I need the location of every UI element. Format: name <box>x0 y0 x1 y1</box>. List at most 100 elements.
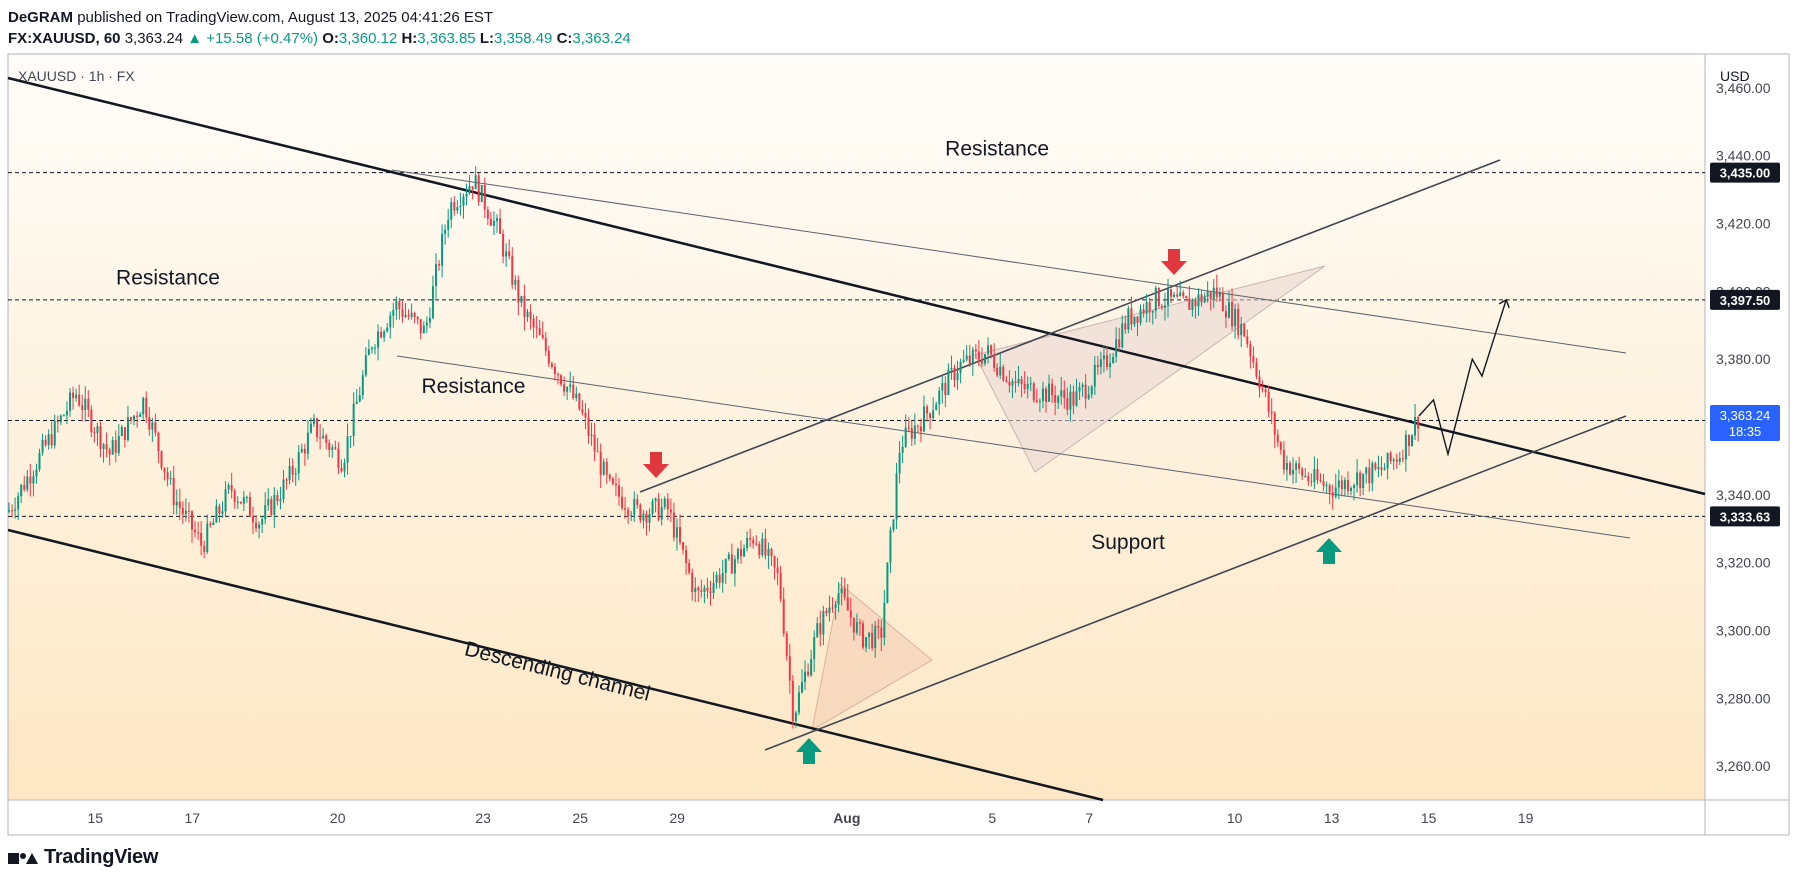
candle-body[interactable] <box>126 417 129 440</box>
candle-body[interactable] <box>1072 391 1075 406</box>
candlesticks[interactable] <box>8 166 1420 729</box>
candle-body[interactable] <box>499 218 502 234</box>
candle-body[interactable] <box>258 524 261 529</box>
candle-body[interactable] <box>169 477 172 480</box>
candle-body[interactable] <box>669 509 672 513</box>
candle-body[interactable] <box>1182 292 1185 297</box>
candle-body[interactable] <box>111 440 114 455</box>
candle-body[interactable] <box>1212 287 1215 300</box>
channel-upper-line[interactable] <box>7 76 1706 496</box>
candle-body[interactable] <box>1240 323 1243 336</box>
candle-body[interactable] <box>1234 308 1237 327</box>
candle-body[interactable] <box>1356 472 1359 486</box>
candle-body[interactable] <box>560 375 563 385</box>
candle-body[interactable] <box>819 623 822 635</box>
candle-body[interactable] <box>916 425 919 427</box>
candle-body[interactable] <box>1264 389 1267 393</box>
candle-body[interactable] <box>828 607 831 614</box>
candle-body[interactable] <box>1011 381 1014 386</box>
candle-body[interactable] <box>987 345 990 354</box>
candle-body[interactable] <box>105 444 108 450</box>
candle-body[interactable] <box>810 659 813 676</box>
candle-body[interactable] <box>130 417 132 421</box>
candle-body[interactable] <box>139 414 142 417</box>
candle-body[interactable] <box>1261 388 1264 390</box>
candle-body[interactable] <box>541 334 544 338</box>
candle-body[interactable] <box>511 256 514 285</box>
candle-body[interactable] <box>477 175 480 202</box>
candle-body[interactable] <box>377 331 380 348</box>
candle-body[interactable] <box>852 617 855 633</box>
candle-body[interactable] <box>1206 290 1209 297</box>
candle-body[interactable] <box>1139 309 1142 323</box>
lower-resistance-trendline[interactable] <box>396 355 1631 539</box>
candle-body[interactable] <box>166 472 169 480</box>
candle-body[interactable] <box>596 451 599 453</box>
candle-body[interactable] <box>862 623 864 648</box>
candle-body[interactable] <box>581 409 584 413</box>
candle-body[interactable] <box>355 401 358 404</box>
candle-body[interactable] <box>486 209 489 219</box>
candle-body[interactable] <box>621 496 624 509</box>
candle-body[interactable] <box>538 328 541 335</box>
candle-body[interactable] <box>480 185 483 202</box>
candle-body[interactable] <box>1096 364 1099 367</box>
candle-body[interactable] <box>413 312 416 318</box>
candle-body[interactable] <box>200 533 203 546</box>
candle-body[interactable] <box>755 543 758 545</box>
candle-body[interactable] <box>682 542 685 550</box>
candle-body[interactable] <box>1340 480 1343 490</box>
candle-body[interactable] <box>724 558 727 573</box>
candle-body[interactable] <box>1414 417 1417 436</box>
candle-body[interactable] <box>932 410 935 419</box>
candle-body[interactable] <box>187 510 190 512</box>
candle-body[interactable] <box>108 449 111 455</box>
candle-body[interactable] <box>154 422 157 433</box>
candle-body[interactable] <box>599 452 602 475</box>
candle-body[interactable] <box>431 286 434 319</box>
candle-body[interactable] <box>1121 323 1124 348</box>
candle-body[interactable] <box>90 409 93 433</box>
candle-body[interactable] <box>535 327 538 329</box>
candle-body[interactable] <box>889 530 892 563</box>
candle-body[interactable] <box>569 384 572 388</box>
candle-body[interactable] <box>1066 397 1069 410</box>
candle-body[interactable] <box>736 548 739 560</box>
candle-body[interactable] <box>1002 366 1005 381</box>
candle-body[interactable] <box>1014 381 1017 384</box>
candle-body[interactable] <box>1386 452 1389 469</box>
candle-body[interactable] <box>752 539 755 544</box>
candle-body[interactable] <box>587 417 590 436</box>
candle-body[interactable] <box>926 406 929 414</box>
candle-body[interactable] <box>248 497 251 517</box>
candle-body[interactable] <box>29 476 32 484</box>
candle-body[interactable] <box>380 331 383 338</box>
candle-body[interactable] <box>1163 305 1166 308</box>
candle-body[interactable] <box>209 523 212 525</box>
candle-body[interactable] <box>456 207 459 211</box>
candle-body[interactable] <box>1343 480 1346 490</box>
candle-body[interactable] <box>697 587 700 591</box>
candle-body[interactable] <box>1145 302 1148 314</box>
candle-body[interactable] <box>459 205 462 208</box>
candle-body[interactable] <box>44 439 47 445</box>
candle-body[interactable] <box>1045 388 1047 402</box>
annotation-label[interactable]: Resistance <box>116 267 220 290</box>
candle-body[interactable] <box>557 373 559 376</box>
candle-body[interactable] <box>346 436 349 463</box>
candle-body[interactable] <box>880 627 883 638</box>
candle-body[interactable] <box>1060 390 1063 397</box>
candle-body[interactable] <box>1115 339 1118 357</box>
candle-body[interactable] <box>1383 468 1386 471</box>
candle-body[interactable] <box>1029 383 1032 385</box>
candle-body[interactable] <box>1279 442 1282 451</box>
candle-body[interactable] <box>672 512 675 538</box>
candle-body[interactable] <box>929 413 932 419</box>
candle-body[interactable] <box>444 229 447 234</box>
candle-body[interactable] <box>1407 434 1410 447</box>
candle-body[interactable] <box>797 692 800 713</box>
candle-body[interactable] <box>663 498 666 508</box>
candle-body[interactable] <box>1362 473 1365 488</box>
candle-body[interactable] <box>553 366 556 374</box>
candle-body[interactable] <box>242 497 245 504</box>
